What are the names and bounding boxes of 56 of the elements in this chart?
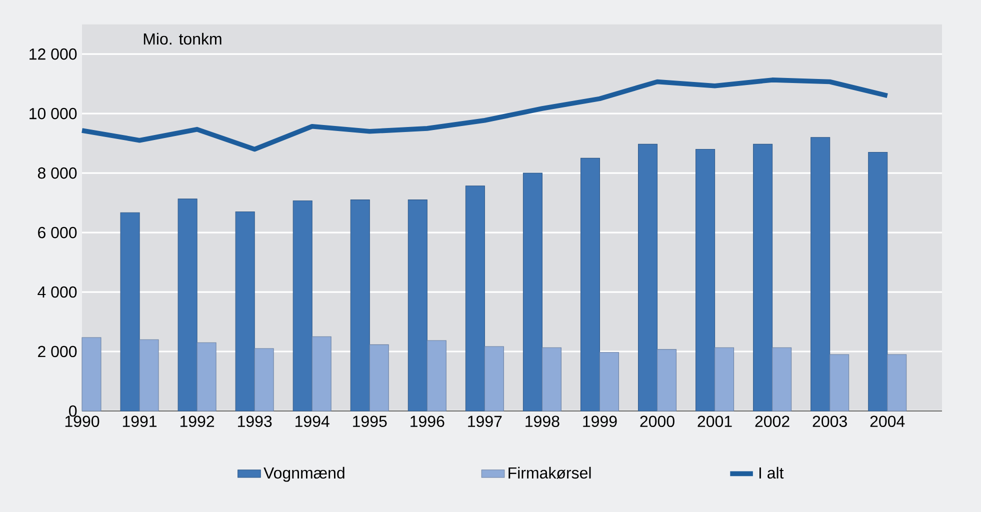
y-tick-label: 0 bbox=[69, 405, 77, 417]
x-tick-label: 1997 bbox=[468, 416, 502, 428]
bar bbox=[292, 200, 312, 412]
bar bbox=[887, 354, 907, 412]
bar bbox=[638, 144, 658, 412]
y-tick-label: 4 000 bbox=[38, 286, 77, 298]
bar bbox=[484, 346, 504, 412]
y-axis-title: Mio. tonkm bbox=[144, 32, 222, 45]
x-tick-label: 1990 bbox=[65, 416, 100, 428]
bar bbox=[178, 198, 198, 412]
bar bbox=[82, 337, 102, 412]
bar bbox=[810, 137, 830, 412]
bar bbox=[772, 347, 792, 412]
legend-label: Vognmænd bbox=[264, 466, 344, 482]
bar bbox=[139, 339, 159, 412]
bar bbox=[599, 352, 619, 412]
y-tick-label: 6 000 bbox=[38, 226, 77, 238]
bar bbox=[465, 186, 485, 412]
y-tick-label: 2 000 bbox=[38, 346, 77, 358]
bar bbox=[369, 344, 389, 412]
bar bbox=[120, 212, 140, 412]
bar bbox=[522, 172, 542, 412]
bar bbox=[580, 158, 600, 412]
line-series bbox=[80, 78, 890, 152]
x-tick-label: 2002 bbox=[755, 416, 790, 428]
bar bbox=[254, 348, 274, 412]
bar bbox=[830, 354, 850, 412]
bar bbox=[408, 200, 428, 412]
y-tick-label: 8 000 bbox=[38, 167, 77, 179]
x-tick-label: 1996 bbox=[410, 416, 444, 428]
x-tick-label: 1999 bbox=[583, 416, 617, 428]
bar bbox=[235, 211, 255, 412]
bar bbox=[426, 340, 446, 412]
x-tick-label: 1991 bbox=[122, 416, 157, 428]
bar bbox=[714, 347, 734, 412]
x-tick-label: 2000 bbox=[640, 416, 674, 428]
bar bbox=[753, 144, 773, 412]
x-tick-label: 1992 bbox=[180, 416, 214, 428]
bar bbox=[350, 200, 370, 412]
x-tick-label: 1994 bbox=[296, 416, 330, 428]
x-tick-label: 1995 bbox=[353, 416, 387, 428]
bar bbox=[196, 342, 216, 412]
bar bbox=[868, 152, 888, 412]
bar bbox=[656, 349, 677, 412]
bar bbox=[696, 148, 716, 412]
bar bbox=[542, 347, 562, 412]
legend-label: I alt bbox=[759, 466, 784, 479]
x-tick-label: 1993 bbox=[238, 416, 272, 428]
bar bbox=[312, 336, 332, 412]
y-tick-label: 10 000 bbox=[30, 108, 77, 120]
y-tick-label: 12 000 bbox=[30, 48, 77, 60]
legend-label: Firmakørsel bbox=[508, 466, 591, 479]
x-tick-label: 2003 bbox=[812, 416, 847, 428]
x-tick-label: 2004 bbox=[870, 416, 905, 428]
x-tick-label: 2001 bbox=[698, 416, 732, 428]
x-tick-label: 1998 bbox=[526, 416, 560, 428]
